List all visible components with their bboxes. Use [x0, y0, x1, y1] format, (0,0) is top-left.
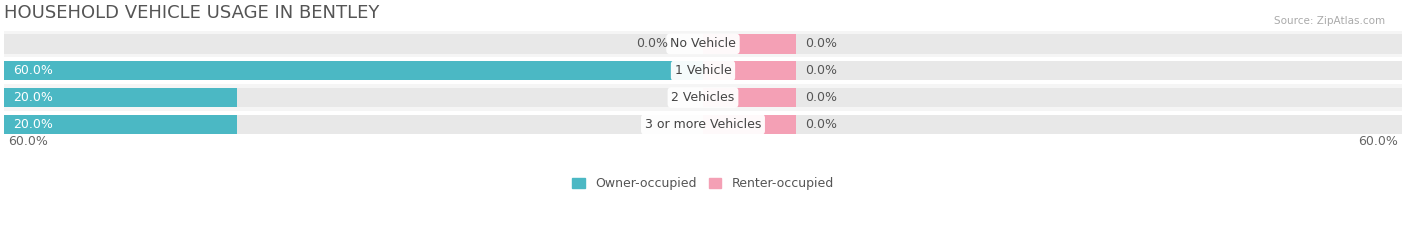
Text: 1 Vehicle: 1 Vehicle: [675, 64, 731, 77]
Bar: [703, 34, 796, 54]
Text: 20.0%: 20.0%: [14, 91, 53, 104]
Bar: [4, 115, 238, 134]
Text: 60.0%: 60.0%: [1358, 135, 1399, 148]
Text: 0.0%: 0.0%: [806, 91, 838, 104]
Bar: [4, 34, 1402, 54]
Legend: Owner-occupied, Renter-occupied: Owner-occupied, Renter-occupied: [568, 172, 838, 195]
Text: 2 Vehicles: 2 Vehicles: [672, 91, 734, 104]
Text: Source: ZipAtlas.com: Source: ZipAtlas.com: [1274, 16, 1385, 26]
Bar: [703, 88, 796, 107]
Text: HOUSEHOLD VEHICLE USAGE IN BENTLEY: HOUSEHOLD VEHICLE USAGE IN BENTLEY: [4, 4, 380, 22]
Bar: [4, 88, 238, 107]
Bar: [703, 115, 796, 134]
Text: 20.0%: 20.0%: [14, 118, 53, 131]
Bar: [4, 31, 1402, 57]
Text: 0.0%: 0.0%: [806, 38, 838, 50]
Text: 3 or more Vehicles: 3 or more Vehicles: [645, 118, 761, 131]
Bar: [4, 57, 1402, 84]
Bar: [4, 61, 1402, 80]
Text: 60.0%: 60.0%: [14, 64, 53, 77]
Text: 0.0%: 0.0%: [636, 38, 668, 50]
Text: 60.0%: 60.0%: [7, 135, 48, 148]
Bar: [4, 88, 1402, 107]
Text: No Vehicle: No Vehicle: [671, 38, 735, 50]
Bar: [4, 84, 1402, 111]
Bar: [703, 61, 796, 80]
Text: 0.0%: 0.0%: [806, 64, 838, 77]
Bar: [4, 61, 703, 80]
Text: 0.0%: 0.0%: [806, 118, 838, 131]
Bar: [4, 111, 1402, 138]
Bar: [4, 115, 1402, 134]
